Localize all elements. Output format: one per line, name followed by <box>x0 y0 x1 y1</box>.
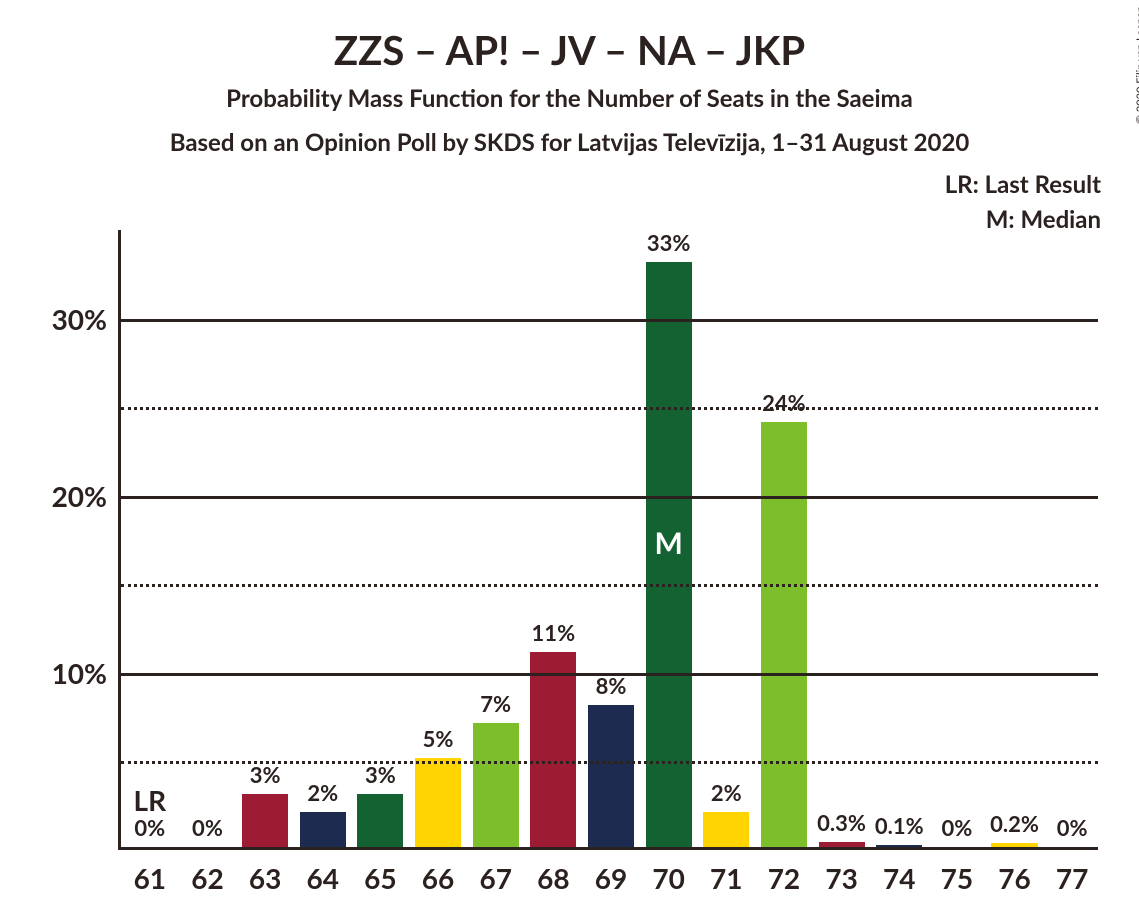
bar-value-label: 0% <box>134 814 165 847</box>
copyright-text: © 2020 Filip van Laenen <box>1134 6 1139 124</box>
bar-value-label: 8% <box>596 672 627 705</box>
bar-value-label: 3% <box>365 761 396 794</box>
legend-lr: LR: Last Result <box>945 170 1101 199</box>
xtick-label: 64 <box>307 847 339 895</box>
bar-value-label: 0% <box>1057 814 1088 847</box>
ytick-label: 20% <box>52 479 121 513</box>
xtick-label: 74 <box>883 847 915 895</box>
chart-subtitle-1: Probability Mass Function for the Number… <box>0 84 1139 113</box>
bar: 2% <box>703 812 749 847</box>
xtick-label: 72 <box>768 847 800 895</box>
xtick-label: 61 <box>134 847 166 895</box>
bar-value-label: 5% <box>423 725 454 758</box>
xtick-label: 69 <box>595 847 627 895</box>
gridline-major <box>121 319 1098 322</box>
lr-marker: LR <box>134 783 167 817</box>
bar: 3% <box>357 794 403 847</box>
xtick-label: 70 <box>652 847 684 895</box>
bar-value-label: 7% <box>480 690 511 723</box>
bar-value-label: 33% <box>647 229 691 262</box>
ytick-label: 30% <box>52 302 121 336</box>
xtick-label: 62 <box>191 847 223 895</box>
bar: 5% <box>415 758 461 847</box>
bar-value-label: 0% <box>941 814 972 847</box>
gridline-major <box>121 673 1098 676</box>
xtick-label: 68 <box>537 847 569 895</box>
bar-value-label: 0% <box>192 814 223 847</box>
bar: 3% <box>242 794 288 847</box>
xtick-label: 75 <box>941 847 973 895</box>
bar: 7% <box>473 723 519 847</box>
bar: 33%M <box>646 262 692 847</box>
bar-value-label: 3% <box>250 761 281 794</box>
gridline-minor <box>121 584 1098 587</box>
bar-value-label: 11% <box>532 619 576 652</box>
bar: 2% <box>300 812 346 847</box>
xtick-label: 63 <box>249 847 281 895</box>
bar-value-label: 0.1% <box>875 812 924 845</box>
chart-container: ZZS – AP! – JV – NA – JKP Probability Ma… <box>0 0 1139 924</box>
gridline-minor <box>121 407 1098 410</box>
bar: 24% <box>761 422 807 847</box>
xtick-label: 77 <box>1056 847 1088 895</box>
bar-value-label: 0.3% <box>817 809 866 842</box>
xtick-label: 71 <box>710 847 742 895</box>
bars-layer: 0%LR0%3%2%3%5%7%11%8%33%M2%24%0.3%0.1%0%… <box>121 230 1098 847</box>
gridline-major <box>121 496 1098 499</box>
chart-subtitle-2: Based on an Opinion Poll by SKDS for Lat… <box>0 128 1139 157</box>
legend: LR: Last Result M: Median <box>945 170 1101 234</box>
ytick-label: 10% <box>52 656 121 690</box>
chart-title: ZZS – AP! – JV – NA – JKP <box>0 26 1139 74</box>
bar-value-label: 2% <box>307 779 338 812</box>
xtick-label: 65 <box>364 847 396 895</box>
median-marker: M <box>654 525 682 561</box>
xtick-label: 73 <box>825 847 857 895</box>
bar-value-label: 0.2% <box>990 810 1039 843</box>
gridline-minor <box>121 761 1098 764</box>
bar-value-label: 24% <box>762 389 806 422</box>
xtick-label: 67 <box>479 847 511 895</box>
plot-area: 0%LR0%3%2%3%5%7%11%8%33%M2%24%0.3%0.1%0%… <box>118 230 1098 850</box>
bar: 8% <box>588 705 634 847</box>
bar-value-label: 2% <box>711 779 742 812</box>
xtick-label: 76 <box>998 847 1030 895</box>
xtick-label: 66 <box>422 847 454 895</box>
bar: 11% <box>530 652 576 847</box>
